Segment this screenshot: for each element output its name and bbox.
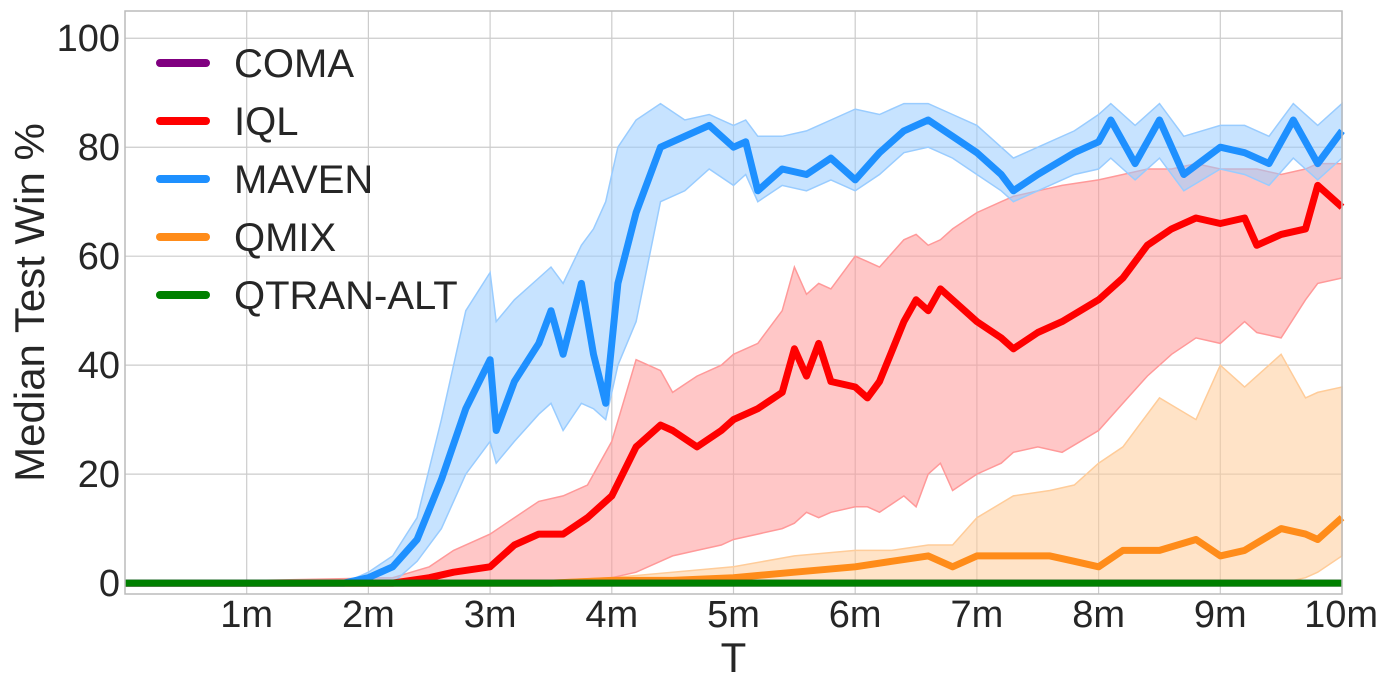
y-tick-label: 100 — [57, 18, 120, 60]
x-tick-label: 4m — [585, 594, 638, 636]
x-tick-label: 10m — [1304, 594, 1378, 636]
legend-item-qtran-alt: QTRAN-ALT — [156, 274, 458, 318]
y-axis-title: Median Test Win % — [6, 123, 53, 482]
legend: COMA IQL MAVEN QMIX QTRAN-ALT — [156, 42, 458, 318]
y-tick-label: 40 — [78, 345, 120, 387]
series-line-maven — [125, 116, 1345, 587]
y-tick-label: 20 — [78, 454, 120, 496]
series-lines — [125, 116, 1345, 587]
x-axis-title: T — [721, 634, 747, 681]
legend-label: QMIX — [234, 216, 336, 260]
legend-label: IQL — [234, 100, 298, 144]
x-tick-label: 5m — [707, 594, 760, 636]
plot-frame — [124, 10, 1343, 595]
y-tick-labels: 0 20 40 60 80 100 — [57, 18, 120, 605]
x-tick-label: 8m — [1072, 594, 1125, 636]
legend-item-iql: IQL — [156, 100, 298, 144]
x-tick-label: 2m — [342, 594, 395, 636]
legend-item-qmix: QMIX — [156, 216, 336, 260]
legend-item-maven: MAVEN — [156, 158, 373, 202]
legend-label: QTRAN-ALT — [234, 274, 458, 318]
x-tick-label: 9m — [1194, 594, 1247, 636]
x-tick-label: 6m — [829, 594, 882, 636]
y-tick-label: 80 — [78, 127, 120, 169]
y-tick-label: 0 — [99, 563, 120, 605]
x-tick-label: 3m — [464, 594, 517, 636]
y-tick-label: 60 — [78, 236, 120, 278]
legend-label: MAVEN — [234, 158, 373, 202]
legend-item-coma: COMA — [156, 42, 354, 86]
x-tick-labels: 1m 2m 3m 4m 5m 6m 7m 8m 9m 10m — [220, 594, 1378, 636]
legend-label: COMA — [234, 42, 354, 86]
series-line-iql — [125, 181, 1345, 587]
x-tick-label: 1m — [220, 594, 273, 636]
x-tick-label: 7m — [951, 594, 1004, 636]
